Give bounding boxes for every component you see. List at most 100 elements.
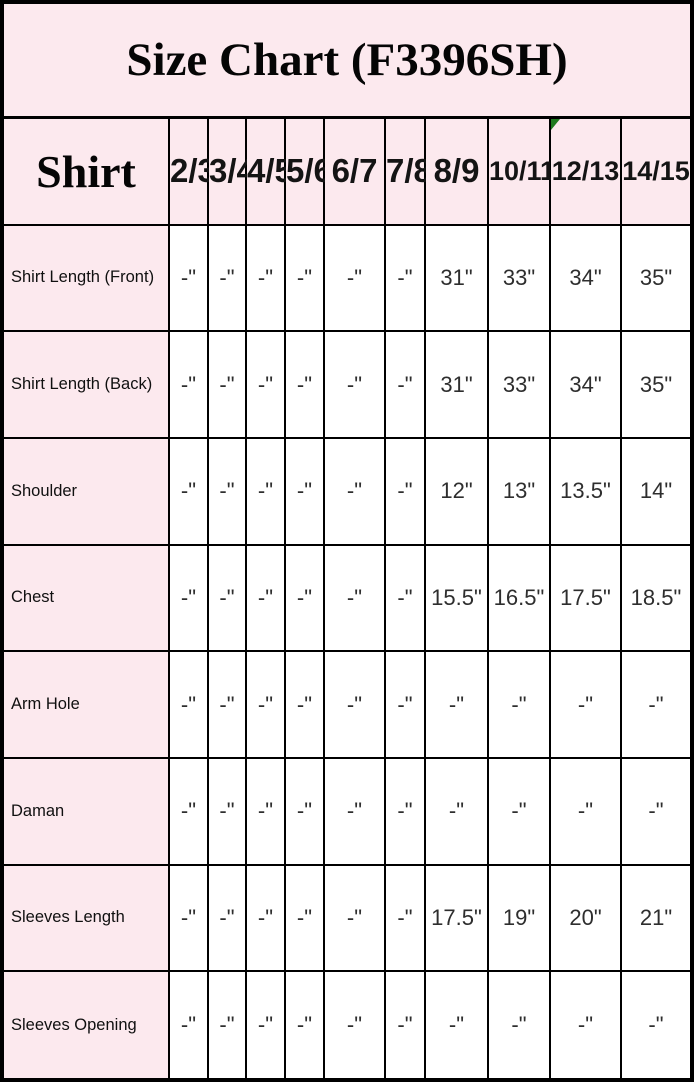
- size-cell: -": [207, 436, 247, 546]
- size-cell: -": [207, 863, 247, 973]
- size-cell: -": [323, 543, 386, 653]
- size-cell: 15.5": [424, 543, 489, 653]
- size-col-header-7-8: 7/8: [384, 116, 432, 226]
- size-cell: -": [168, 436, 209, 546]
- row-label: Chest: [4, 543, 170, 653]
- size-cell: -": [487, 650, 551, 759]
- table-row-chest: Chest -" -" -" -" -" -" 15.5" 16.5" 17.5…: [4, 543, 690, 653]
- table-row-sleeves-opening: Sleeves Opening -" -" -" -" -" -" -" -" …: [4, 970, 690, 1078]
- size-cell: -": [245, 863, 286, 973]
- size-cell: -": [549, 756, 622, 866]
- size-col-header-10-11: 10/11: [487, 116, 555, 226]
- table-row-arm-hole: Arm Hole -" -" -" -" -" -" -" -" -" -": [4, 650, 690, 759]
- size-chart-table: Shirt 2/3 3/4 4/5 5/6 6/7 7/8 8/9 10/11 …: [4, 116, 690, 1078]
- size-cell: -": [384, 970, 426, 1078]
- table-row-shirt-length-back: Shirt Length (Back) -" -" -" -" -" -" 31…: [4, 330, 690, 439]
- size-cell: -": [245, 223, 286, 333]
- size-cell: -": [245, 970, 286, 1078]
- row-label: Sleeves Length: [4, 863, 170, 973]
- size-cell: -": [207, 970, 247, 1078]
- cell-flag-icon: [551, 119, 560, 130]
- size-cell: 13": [487, 436, 551, 546]
- size-col-header-14-15: 14/15: [620, 116, 690, 226]
- size-col-header-2-3: 2/3: [168, 116, 216, 226]
- size-cell: 35": [620, 223, 690, 333]
- size-cell: -": [323, 436, 386, 546]
- size-cell: -": [284, 436, 325, 546]
- table-row-daman: Daman -" -" -" -" -" -" -" -" -" -": [4, 756, 690, 866]
- size-col-header-label: 12/13: [551, 155, 620, 186]
- row-label: Sleeves Opening: [4, 970, 170, 1078]
- row-label: Shirt Length (Front): [4, 223, 170, 333]
- size-cell: -": [284, 970, 325, 1078]
- size-cell: 21": [620, 863, 690, 973]
- size-cell: -": [207, 330, 247, 439]
- size-cell: 14": [620, 436, 690, 546]
- size-cell: -": [384, 756, 426, 866]
- corner-label: Shirt: [4, 116, 170, 226]
- size-cell: -": [245, 543, 286, 653]
- size-cell: -": [424, 970, 489, 1078]
- size-cell: -": [168, 330, 209, 439]
- size-cell: -": [620, 756, 690, 866]
- size-cell: -": [168, 970, 209, 1078]
- size-cell: -": [245, 436, 286, 546]
- size-cell: -": [424, 756, 489, 866]
- size-cell: -": [207, 756, 247, 866]
- size-cell: -": [323, 970, 386, 1078]
- size-cell: -": [384, 863, 426, 973]
- table-row-sleeves-length: Sleeves Length -" -" -" -" -" -" 17.5" 1…: [4, 863, 690, 973]
- size-cell: -": [620, 650, 690, 759]
- size-cell: -": [487, 970, 551, 1078]
- row-label: Shirt Length (Back): [4, 330, 170, 439]
- size-col-header-12-13: 12/13: [549, 116, 622, 226]
- size-cell: -": [207, 223, 247, 333]
- size-cell: -": [245, 756, 286, 866]
- size-cell: -": [168, 650, 209, 759]
- size-cell: -": [168, 863, 209, 973]
- size-cell: -": [323, 223, 386, 333]
- size-cell: -": [168, 756, 209, 866]
- size-cell: -": [384, 650, 426, 759]
- size-cell: -": [384, 543, 426, 653]
- size-cell: 19": [487, 863, 551, 973]
- size-cell: -": [323, 756, 386, 866]
- size-cell: -": [284, 756, 325, 866]
- page-title: Size Chart (F3396SH): [126, 34, 568, 86]
- size-cell: -": [323, 330, 386, 439]
- size-cell: -": [284, 863, 325, 973]
- size-cell: -": [284, 543, 325, 653]
- size-col-header-8-9: 8/9: [424, 116, 489, 226]
- size-cell: -": [323, 863, 386, 973]
- title-bar: Size Chart (F3396SH): [4, 4, 690, 116]
- size-cell: -": [284, 330, 325, 439]
- size-cell: 31": [424, 223, 489, 333]
- table-row-shoulder: Shoulder -" -" -" -" -" -" 12" 13" 13.5"…: [4, 436, 690, 546]
- size-col-header-6-7: 6/7: [323, 116, 386, 226]
- size-cell: 35": [620, 330, 690, 439]
- size-cell: -": [207, 543, 247, 653]
- row-label: Shoulder: [4, 436, 170, 546]
- size-col-header-4-5: 4/5: [245, 116, 293, 226]
- size-cell: -": [549, 970, 622, 1078]
- size-cell: -": [424, 650, 489, 759]
- size-cell: 31": [424, 330, 489, 439]
- size-cell: 13.5": [549, 436, 622, 546]
- size-cell: -": [620, 970, 690, 1078]
- size-cell: 33": [487, 330, 551, 439]
- size-cell: 33": [487, 223, 551, 333]
- row-label: Arm Hole: [4, 650, 170, 759]
- size-cell: 17.5": [424, 863, 489, 973]
- size-cell: 18.5": [620, 543, 690, 653]
- size-cell: -": [245, 650, 286, 759]
- size-cell: -": [245, 330, 286, 439]
- size-cell: -": [207, 650, 247, 759]
- size-cell: -": [284, 650, 325, 759]
- size-cell: 12": [424, 436, 489, 546]
- size-cell: 20": [549, 863, 622, 973]
- size-cell: -": [168, 223, 209, 333]
- row-label: Daman: [4, 756, 170, 866]
- size-cell: 34": [549, 330, 622, 439]
- size-col-header-5-6: 5/6: [284, 116, 332, 226]
